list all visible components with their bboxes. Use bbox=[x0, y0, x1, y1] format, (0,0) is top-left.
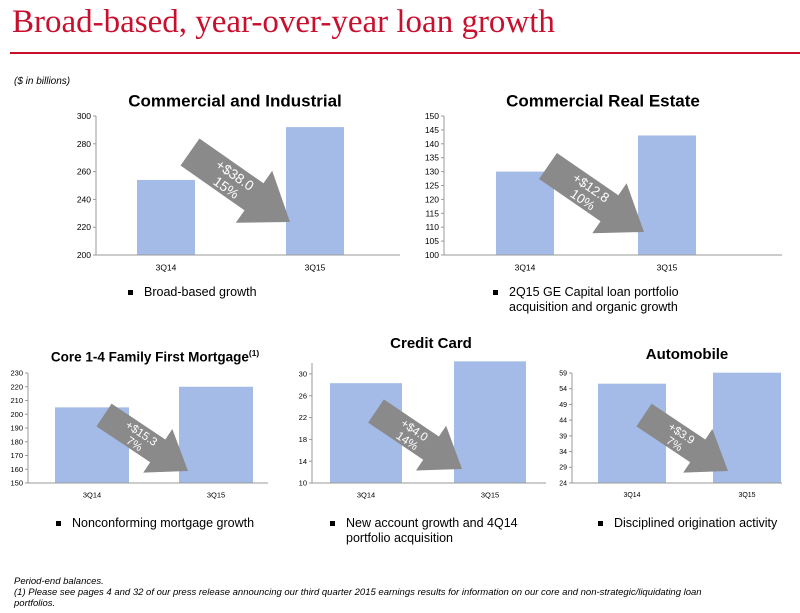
chart-panel-commercial-real-estate: Commercial Real Estate 100 105 110 115 120 12… bbox=[418, 88, 788, 315]
y-tick-label: 59 bbox=[559, 370, 567, 377]
y-tick-label: 210 bbox=[10, 396, 23, 405]
bar bbox=[638, 135, 696, 255]
footnote-period: Period-end balances. bbox=[14, 576, 104, 587]
x-tick-label: 3Q15 bbox=[305, 263, 326, 273]
bullet-item: Disciplined origination activity bbox=[598, 516, 798, 531]
bullet-item: 2Q15 GE Capital loan portfolio acquisiti… bbox=[493, 285, 733, 315]
y-tick-label: 22 bbox=[299, 413, 307, 422]
bar bbox=[137, 179, 195, 255]
footnote-1: (1) Please see pages 4 and 32 of our pre… bbox=[14, 587, 702, 598]
y-tick-label: 240 bbox=[77, 194, 91, 204]
right-arrow-icon bbox=[636, 403, 729, 473]
bullet-item: Nonconforming mortgage growth bbox=[56, 516, 270, 531]
bullet-item: New account growth and 4Q14 portfolio ac… bbox=[330, 516, 544, 546]
x-tick-label: 3Q14 bbox=[156, 263, 177, 273]
right-arrow-icon bbox=[539, 153, 644, 234]
footnote-1-continued: portfolios. bbox=[14, 598, 56, 609]
y-tick-label: 230 bbox=[10, 369, 23, 378]
footnotes: Period-end balances. (1) Please see page… bbox=[14, 576, 800, 609]
x-tick-label: 3Q15 bbox=[738, 492, 755, 499]
bar bbox=[179, 386, 253, 483]
square-bullet-icon bbox=[56, 521, 61, 526]
x-tick-label: 3Q14 bbox=[623, 492, 640, 499]
y-tick-label: 135 bbox=[425, 153, 439, 163]
y-tick-label: 200 bbox=[77, 250, 91, 260]
y-tick-label: 54 bbox=[559, 386, 567, 393]
y-tick-label: 49 bbox=[559, 402, 567, 409]
y-tick-label: 34 bbox=[559, 449, 567, 456]
y-tick-label: 190 bbox=[10, 424, 23, 433]
chart-panel-credit-card: Credit Card 10 14 18 22 26 30 3Q14 3Q15 +$4.0 14%… bbox=[290, 333, 552, 555]
bar bbox=[496, 171, 554, 255]
right-arrow-icon bbox=[368, 399, 463, 471]
y-tick-label: 18 bbox=[299, 435, 307, 444]
y-tick-label: 130 bbox=[425, 167, 439, 177]
y-tick-label: 120 bbox=[425, 194, 439, 204]
y-tick-label: 29 bbox=[559, 465, 567, 472]
y-tick-label: 39 bbox=[559, 433, 567, 440]
bar bbox=[454, 361, 526, 483]
chart-title: Core 1-4 Family First Mortgage(1) bbox=[50, 348, 260, 365]
right-arrow-icon bbox=[180, 138, 291, 223]
y-tick-label: 30 bbox=[299, 370, 307, 379]
chart-panel-commercial-industrial: Commercial and Industrial 200 220 240 260 28… bbox=[70, 88, 400, 313]
x-tick-label: 3Q14 bbox=[515, 263, 536, 273]
y-tick-label: 14 bbox=[299, 457, 307, 466]
y-tick-label: 280 bbox=[77, 139, 91, 149]
y-tick-label: 115 bbox=[425, 208, 439, 218]
square-bullet-icon bbox=[493, 290, 498, 295]
y-tick-label: 110 bbox=[425, 222, 439, 232]
chart-title: Credit Card bbox=[390, 335, 472, 352]
units-note: ($ in billions) bbox=[14, 76, 71, 87]
x-tick-label: 3Q15 bbox=[481, 491, 499, 500]
chart-panel-family-mortgage: Core 1-4 Family First Mortgage(1) 150 160… bbox=[8, 343, 270, 553]
y-tick-label: 150 bbox=[10, 479, 23, 488]
bar-chart-commercial-real-estate: 100 105 110 115 120 125 130 135 140 145 150 3Q14 3Q1… bbox=[425, 111, 782, 273]
y-tick-label: 220 bbox=[10, 382, 23, 391]
chart-title: Automobile bbox=[645, 346, 729, 363]
y-tick-label: 24 bbox=[559, 480, 567, 487]
y-tick-label: 160 bbox=[10, 465, 23, 474]
y-tick-label: 260 bbox=[77, 167, 91, 177]
y-tick-label: 180 bbox=[10, 437, 23, 446]
y-tick-label: 140 bbox=[425, 139, 439, 149]
square-bullet-icon bbox=[598, 521, 603, 526]
y-tick-label: 26 bbox=[299, 391, 307, 400]
y-tick-label: 44 bbox=[559, 418, 567, 425]
y-tick-label: 150 bbox=[425, 111, 439, 121]
y-tick-label: 200 bbox=[10, 410, 23, 419]
x-tick-label: 3Q14 bbox=[357, 491, 375, 500]
y-tick-label: 170 bbox=[10, 451, 23, 460]
chart-title: Commercial and Industrial bbox=[128, 91, 342, 111]
square-bullet-icon bbox=[330, 521, 335, 526]
title-divider bbox=[10, 52, 800, 54]
x-tick-label: 3Q14 bbox=[83, 491, 101, 500]
square-bullet-icon bbox=[128, 290, 133, 295]
chart-title: Commercial Real Estate bbox=[506, 91, 700, 111]
x-tick-label: 3Q15 bbox=[657, 263, 678, 273]
y-tick-label: 100 bbox=[425, 250, 439, 260]
y-tick-label: 125 bbox=[425, 180, 439, 190]
slide-title: Broad-based, year-over-year loan growth bbox=[12, 4, 555, 40]
x-tick-label: 3Q15 bbox=[207, 491, 225, 500]
bullet-item: Broad-based growth bbox=[128, 285, 388, 300]
bar bbox=[286, 127, 344, 255]
y-tick-label: 300 bbox=[77, 111, 91, 121]
y-tick-label: 105 bbox=[425, 236, 439, 246]
y-tick-label: 220 bbox=[77, 222, 91, 232]
chart-panel-automobile: Automobile 24 29 34 39 44 49 54 59 3Q14 3Q15 +$3.9… bbox=[552, 343, 792, 553]
right-arrow-icon bbox=[96, 403, 189, 473]
y-tick-label: 10 bbox=[299, 479, 307, 488]
y-tick-label: 145 bbox=[425, 125, 439, 135]
